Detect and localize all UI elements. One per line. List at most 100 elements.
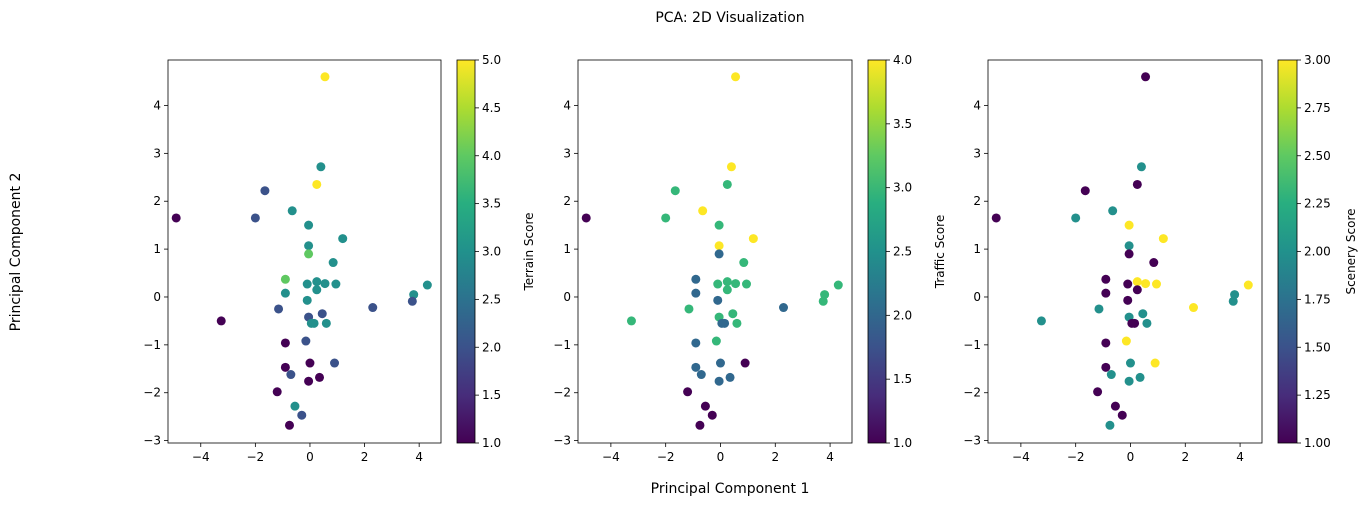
y-tick-label: −2 xyxy=(553,386,571,400)
scatter-point xyxy=(1101,274,1111,284)
y-tick-label: 2 xyxy=(153,194,161,208)
scatter-point xyxy=(1243,280,1253,290)
scatter-point xyxy=(1101,362,1111,372)
scatter-point xyxy=(290,401,300,411)
scatter-point xyxy=(272,387,282,397)
scatter-point xyxy=(1110,401,1120,411)
colorbar-label: Scenery Score xyxy=(1344,208,1358,294)
scatter-point xyxy=(1127,318,1137,328)
colorbar xyxy=(867,59,887,444)
scatter-point xyxy=(1142,318,1152,328)
scatter-point xyxy=(304,241,314,251)
scatter-point xyxy=(331,279,341,289)
scatter-point xyxy=(1149,258,1159,268)
y-tick-label: 2 xyxy=(563,194,571,208)
scatter-point xyxy=(304,220,314,230)
colorbar-tick-label: 3.5 xyxy=(893,117,912,131)
scatter-point xyxy=(742,279,752,289)
scatter-point xyxy=(305,358,315,368)
scatter-panel-3: −4 −2 0 2 4 −3 −2 −1 0 1 2 3 4 1.00 1.25 1.50 1.75 2.00 2.… xyxy=(963,53,1358,464)
colorbar-tick-label: 1.75 xyxy=(1304,292,1331,306)
colorbar xyxy=(456,59,476,444)
scatter-point xyxy=(330,358,340,368)
scatter-point xyxy=(1101,288,1111,298)
colorbar-tick-label: 2.0 xyxy=(482,340,501,354)
colorbar-tick-label: 3.0 xyxy=(482,245,501,259)
colorbar-tick-label: 2.5 xyxy=(893,245,912,259)
scatter-point xyxy=(280,274,290,284)
scatter-point xyxy=(700,401,710,411)
y-tick-label: −1 xyxy=(553,338,571,352)
scatter-point xyxy=(280,362,290,372)
y-tick-label: 0 xyxy=(563,290,571,304)
y-tick-label: −1 xyxy=(963,338,981,352)
figure-ylabel: Principal Component 2 xyxy=(8,173,24,332)
scatter-point xyxy=(1108,206,1118,216)
colorbar-tick-label: 5.0 xyxy=(482,53,501,67)
y-tick-label: 1 xyxy=(973,242,981,256)
scatter-point xyxy=(302,279,312,289)
scatter-point xyxy=(328,258,338,268)
figure-title: PCA: 2D Visualization xyxy=(655,10,804,26)
scatter-point xyxy=(731,279,741,289)
axes-frame xyxy=(167,59,442,444)
scatter-point xyxy=(707,410,717,420)
scatter-point xyxy=(302,295,312,305)
scatter-point xyxy=(1124,249,1134,259)
colorbar-tick-label: 3.0 xyxy=(893,181,912,195)
scatter-point xyxy=(714,220,724,230)
scatter-point xyxy=(1228,296,1238,306)
x-tick-label: −4 xyxy=(1012,450,1030,464)
scatter-point xyxy=(338,234,348,244)
scatter-point xyxy=(171,213,181,223)
scatter-point xyxy=(321,318,331,328)
scatter-point xyxy=(1093,387,1103,397)
scatter-point xyxy=(1105,420,1115,430)
colorbar-tick-label: 1.0 xyxy=(893,436,912,450)
scatter-point xyxy=(732,318,742,328)
scatter-point xyxy=(722,285,732,295)
y-tick-label: 4 xyxy=(973,98,981,112)
scatter-point xyxy=(316,162,326,172)
scatter-point xyxy=(1132,285,1142,295)
scatter-point xyxy=(725,372,735,382)
scatter-panel-1: −4 −2 0 2 4 −3 −2 −1 0 1 2 3 4 1.0 1.5 2.0 2.5 3.0 3.5 4.0 4… xyxy=(143,53,536,464)
colorbar-tick-label: 2.00 xyxy=(1304,245,1331,259)
colorbar-label: Traffic Score xyxy=(933,215,947,289)
scatter-point xyxy=(1150,358,1160,368)
x-tick-label: 0 xyxy=(717,450,725,464)
colorbar-tick-label: 4.5 xyxy=(482,101,501,115)
scatter-point xyxy=(1121,336,1131,346)
y-tick-label: 0 xyxy=(973,290,981,304)
y-tick-label: 1 xyxy=(563,242,571,256)
scatter-point xyxy=(683,387,693,397)
scatter-point xyxy=(991,213,1001,223)
scatter-point xyxy=(312,179,322,189)
scatter-point xyxy=(626,316,636,326)
scatter-point xyxy=(691,274,701,284)
colorbar-tick-label: 4.0 xyxy=(893,53,912,67)
scatter-point xyxy=(312,277,322,287)
scatter-point xyxy=(312,285,322,295)
scatter-point xyxy=(713,295,723,305)
scatter-point xyxy=(722,277,732,287)
scatter-point xyxy=(1071,213,1081,223)
scatter-point xyxy=(320,72,330,82)
colorbar-tick-label: 4.0 xyxy=(482,149,501,163)
x-tick-label: −4 xyxy=(192,450,210,464)
scatter-point xyxy=(1124,241,1134,251)
y-tick-label: −3 xyxy=(963,434,981,448)
y-tick-label: −2 xyxy=(143,386,161,400)
scatter-point xyxy=(698,206,708,216)
scatter-point xyxy=(287,206,297,216)
scatter-point xyxy=(368,303,378,313)
y-tick-label: 2 xyxy=(973,194,981,208)
x-tick-label: 2 xyxy=(361,450,369,464)
x-tick-label: −2 xyxy=(247,450,265,464)
scatter-point xyxy=(1132,277,1142,287)
scatter-point xyxy=(304,249,314,259)
scatter-point xyxy=(728,309,738,319)
scatter-point xyxy=(280,338,290,348)
scatter-point xyxy=(1135,372,1145,382)
